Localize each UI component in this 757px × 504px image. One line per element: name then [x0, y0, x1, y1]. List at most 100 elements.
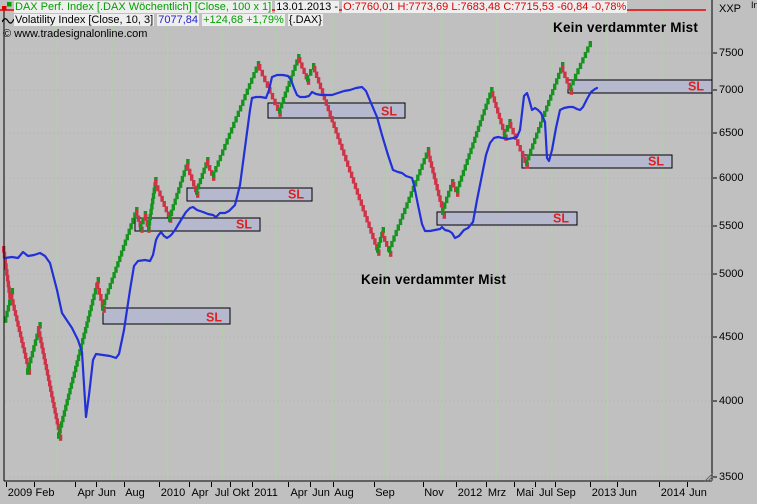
renko-brick-down — [334, 127, 338, 134]
time-axis-label: Apr — [77, 487, 95, 499]
renko-brick-down — [27, 368, 32, 375]
text-annotation[interactable]: Kein verdammter Mist — [553, 20, 699, 35]
text-annotation[interactable]: Kein verdammter Mist — [361, 272, 507, 287]
renko-brick-down — [342, 149, 346, 156]
renko-brick-down — [326, 104, 330, 112]
renko-brick-up — [243, 94, 247, 101]
renko-brick-up — [96, 277, 100, 284]
renko-brick-up — [525, 159, 529, 166]
renko-brick-up — [200, 172, 204, 179]
time-tick-mark — [158, 482, 160, 487]
renko-brick-up — [66, 393, 71, 400]
legend-volatility[interactable]: Volatility Index [Close, 10, 3] 7077,84 … — [14, 14, 323, 26]
renko-brick-up — [555, 78, 559, 85]
renko-brick-down — [97, 288, 101, 295]
renko-brick-up — [227, 132, 232, 140]
dax-title: DAX Perf. Index [.DAX Wöchentlich] [Clos… — [14, 1, 273, 13]
vol-value: 7077,84 — [157, 14, 200, 26]
stop-loss-box[interactable] — [102, 307, 231, 325]
stop-loss-box[interactable] — [521, 154, 673, 169]
renko-brick-up — [490, 87, 494, 94]
renko-brick-down — [10, 294, 14, 301]
renko-brick-up — [119, 250, 124, 257]
renko-brick-up — [503, 131, 507, 138]
renko-brick-up — [76, 354, 81, 362]
renko-brick-up — [147, 219, 152, 226]
renko-brick-up — [195, 188, 199, 195]
resize-grip[interactable] — [710, 478, 714, 482]
renko-brick-down — [340, 143, 344, 151]
renko-brick-up — [125, 234, 129, 241]
vol-suffix: {.DAX} — [287, 14, 323, 26]
renko-brick-up — [38, 322, 42, 329]
renko-brick-down — [273, 98, 277, 106]
vol-label: Volatility Index [Close, 10, 3] — [14, 14, 155, 26]
time-axis-label: Sep — [556, 487, 576, 499]
renko-brick-down — [49, 385, 53, 392]
renko-brick-up — [413, 180, 418, 187]
renko-brick-up — [198, 178, 203, 185]
renko-brick-up — [152, 187, 156, 194]
renko-brick-up — [445, 196, 449, 204]
time-tick-mark — [658, 482, 660, 487]
renko-brick-up — [93, 288, 98, 295]
renko-brick-up — [278, 107, 282, 114]
renko-brick-up — [539, 121, 543, 128]
dax-date: 13.01.2013 - — [275, 1, 340, 13]
renko-brick-down — [270, 92, 275, 100]
time-tick-mark — [589, 482, 591, 487]
renko-brick-up — [129, 223, 133, 230]
resize-grip[interactable] — [707, 475, 714, 482]
stop-loss-box[interactable] — [134, 217, 261, 232]
renko-brick-down — [320, 88, 325, 95]
legend-dax[interactable]: DAX Perf. Index [.DAX Wöchentlich] [Clos… — [14, 1, 628, 13]
renko-brick-up — [571, 79, 575, 86]
renko-brick-up — [78, 349, 82, 356]
renko-brick-up — [8, 299, 12, 306]
time-axis-label: Jun — [689, 487, 707, 499]
renko-brick-down — [48, 380, 52, 387]
renko-brick-up — [295, 59, 299, 66]
renko-brick-down — [499, 118, 503, 125]
time-axis-label: Okt — [232, 487, 250, 499]
renko-brick-down — [162, 201, 166, 207]
renko-brick-down — [11, 299, 15, 306]
renko-brick-up — [92, 293, 96, 301]
stop-loss-box[interactable] — [267, 102, 406, 119]
stop-loss-box[interactable] — [186, 187, 313, 202]
renko-brick-up — [150, 203, 154, 210]
renko-brick-up — [407, 196, 411, 203]
vol-change: +124,68 +1,79% — [202, 14, 285, 26]
renko-brick-up — [531, 143, 535, 150]
renko-brick-down — [438, 195, 442, 202]
time-tick-mark — [332, 482, 334, 487]
renko-brick-up — [112, 272, 116, 279]
renko-brick-up — [279, 102, 284, 109]
renko-brick-up — [287, 80, 291, 87]
time-axis-label: 2011 — [254, 487, 278, 499]
renko-brick-up — [86, 315, 91, 323]
renko-brick-down — [355, 188, 360, 195]
renko-brick-up — [576, 68, 580, 75]
time-axis-label: Jul — [214, 487, 230, 499]
renko-brick-up — [409, 191, 413, 198]
renko-brick-up — [411, 185, 416, 192]
resize-grip[interactable] — [704, 472, 714, 482]
renko-brick-down — [206, 160, 210, 166]
renko-brick-up — [449, 184, 453, 192]
renko-brick-up — [252, 72, 256, 79]
renko-brick-down — [208, 165, 212, 171]
renko-brick-down — [456, 191, 460, 197]
renko-brick-up — [394, 229, 398, 237]
renko-brick-up — [293, 64, 297, 71]
time-axis-label: 2009 — [7, 487, 33, 499]
renko-brick-down — [158, 190, 162, 197]
time-axis-label: Sep — [375, 487, 395, 499]
renko-brick-down — [52, 402, 56, 409]
renko-brick-up — [471, 142, 475, 149]
time-axis-label: 2012 — [457, 487, 483, 499]
renko-brick-up — [559, 67, 563, 74]
renko-brick-down — [21, 342, 25, 349]
renko-brick-up — [533, 137, 537, 145]
